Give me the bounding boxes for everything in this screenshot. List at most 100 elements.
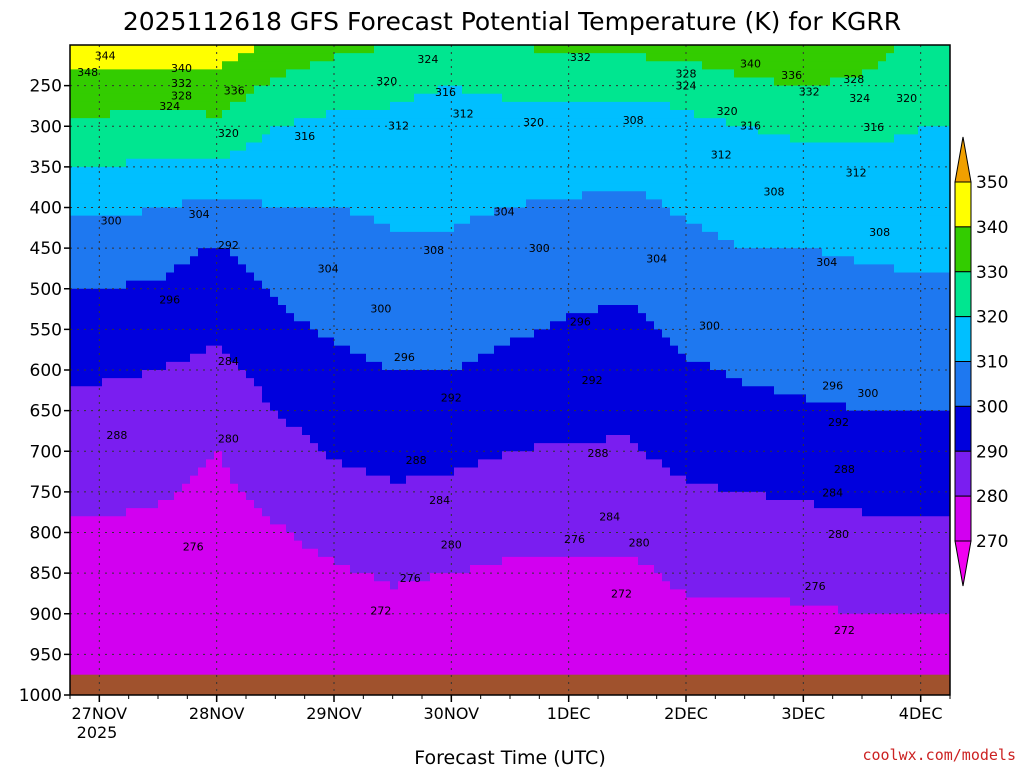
heatmap-cell (118, 370, 127, 379)
heatmap-cell (366, 191, 375, 200)
heatmap-cell (430, 215, 439, 225)
heatmap-cell (198, 280, 207, 290)
heatmap-cell (406, 646, 415, 655)
heatmap-cell (518, 581, 527, 590)
heatmap-cell (142, 110, 151, 119)
heatmap-cell (102, 337, 111, 347)
heatmap-cell (118, 272, 127, 282)
heatmap-cell (246, 451, 255, 460)
heatmap-cell (334, 394, 343, 404)
heatmap-cell (270, 93, 279, 103)
heatmap-cell (326, 524, 335, 534)
heatmap-cell (454, 305, 463, 314)
heatmap-cell (70, 654, 79, 664)
heatmap-cell (238, 467, 247, 477)
heatmap-cell (78, 508, 87, 517)
heatmap-cell (86, 524, 95, 534)
heatmap-cell (102, 240, 111, 249)
heatmap-cell (446, 361, 455, 371)
heatmap-cell (150, 443, 159, 452)
heatmap-cell (230, 321, 239, 330)
heatmap-cell (326, 361, 335, 371)
heatmap-cell (326, 491, 335, 501)
heatmap-cell (462, 426, 471, 436)
heatmap-cell (502, 418, 511, 428)
heatmap-cell (502, 353, 511, 363)
heatmap-cell (126, 646, 135, 655)
heatmap-cell (166, 548, 175, 558)
heatmap-cell (502, 638, 511, 647)
heatmap-cell (398, 459, 407, 469)
heatmap-cell (446, 321, 455, 330)
heatmap-cell (94, 240, 103, 249)
heatmap-cell (94, 345, 103, 355)
heatmap-cell (302, 134, 311, 144)
heatmap-cell (414, 321, 423, 330)
heatmap-cell (494, 443, 503, 452)
heatmap-cell (550, 556, 559, 566)
heatmap-cell (246, 45, 255, 54)
heatmap-cell (342, 158, 351, 168)
heatmap-cell (334, 288, 343, 298)
heatmap-cell (414, 361, 423, 371)
heatmap-cell (86, 630, 95, 639)
heatmap-cell (94, 556, 103, 566)
heatmap-cell (174, 605, 183, 615)
heatmap-cell (254, 646, 263, 655)
heatmap-cell (374, 231, 383, 241)
heatmap-cell (286, 191, 295, 200)
heatmap-cell (278, 296, 287, 306)
heatmap-cell (542, 548, 551, 558)
heatmap-cell (558, 532, 567, 542)
heatmap-cell (502, 158, 511, 168)
heatmap-cell (78, 386, 87, 395)
heatmap-cell (78, 491, 87, 501)
heatmap-cell (486, 353, 495, 363)
heatmap-cell (526, 475, 535, 485)
heatmap-cell (214, 313, 223, 322)
heatmap-cell (182, 435, 191, 444)
heatmap-cell (446, 459, 455, 469)
heatmap-cell (182, 69, 191, 79)
heatmap-cell (174, 329, 183, 339)
heatmap-cell (566, 77, 575, 87)
heatmap-cell (270, 435, 279, 444)
heatmap-cell (374, 394, 383, 404)
heatmap-cell (126, 101, 135, 111)
heatmap-cell (550, 142, 559, 152)
heatmap-cell (302, 597, 311, 607)
heatmap-cell (134, 158, 143, 168)
heatmap-cell (150, 483, 159, 493)
heatmap-cell (350, 573, 359, 582)
heatmap-cell (126, 524, 135, 534)
heatmap-cell (558, 280, 567, 290)
heatmap-cell (254, 378, 263, 387)
heatmap-cell (454, 45, 463, 54)
heatmap-cell (150, 337, 159, 347)
heatmap-cell (310, 272, 319, 282)
heatmap-cell (150, 248, 159, 257)
heatmap-cell (462, 110, 471, 119)
heatmap-cell (550, 565, 559, 574)
heatmap-cell (238, 426, 247, 436)
heatmap-cell (254, 540, 263, 550)
heatmap-cell (134, 646, 143, 655)
heatmap-cell (566, 215, 575, 225)
heatmap-cell (350, 508, 359, 517)
heatmap-cell (278, 378, 287, 387)
heatmap-cell (446, 402, 455, 412)
heatmap-cell (462, 386, 471, 395)
heatmap-cell (166, 337, 175, 347)
heatmap-cell (478, 240, 487, 249)
heatmap-cell (86, 175, 95, 184)
heatmap-cell (70, 500, 79, 509)
heatmap-cell (454, 240, 463, 249)
heatmap-cell (270, 638, 279, 647)
heatmap-cell (414, 53, 423, 62)
heatmap-cell (142, 443, 151, 452)
heatmap-cell (342, 353, 351, 363)
heatmap-cell (166, 191, 175, 200)
heatmap-cell (550, 61, 559, 70)
heatmap-cell (206, 565, 215, 574)
heatmap-cell (406, 613, 415, 623)
